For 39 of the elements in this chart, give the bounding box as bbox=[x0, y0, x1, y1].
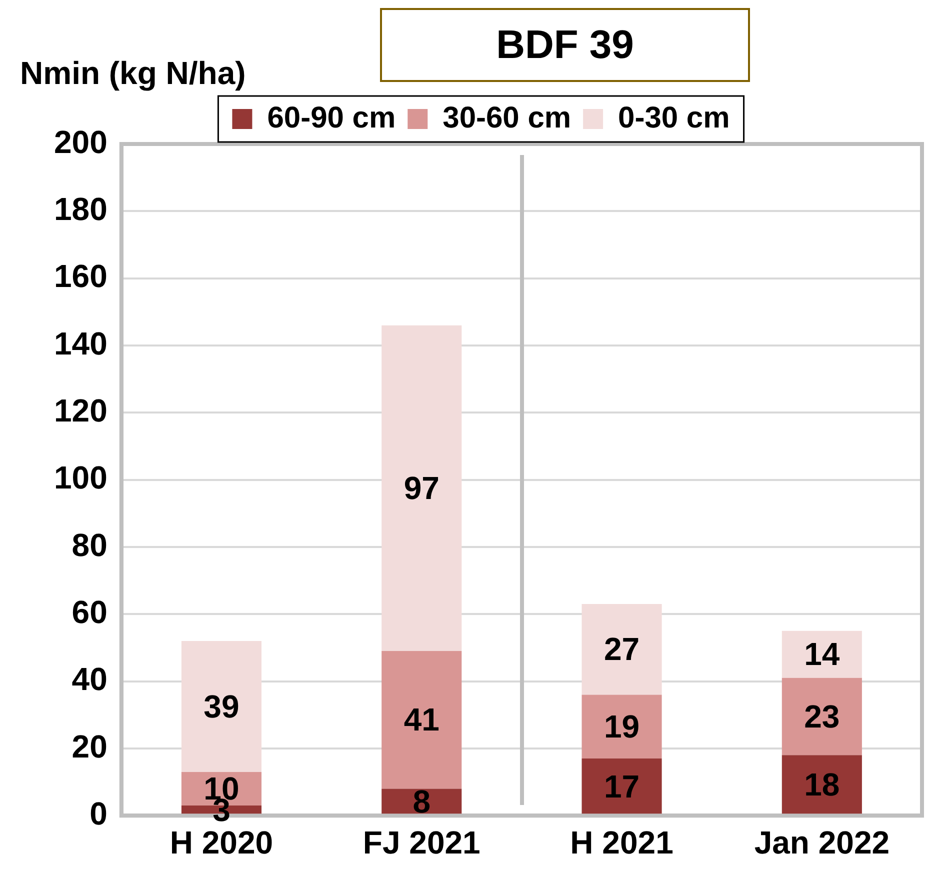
y-tick-label: 120 bbox=[54, 392, 108, 428]
bar bbox=[782, 755, 862, 815]
y-tick-label: 80 bbox=[72, 526, 108, 563]
x-tick-label: H 2020 bbox=[170, 824, 274, 861]
bar bbox=[382, 651, 462, 789]
x-tick-label: Jan 2022 bbox=[754, 824, 890, 861]
y-tick-label: 40 bbox=[72, 661, 108, 698]
data-label: 97 bbox=[404, 470, 440, 506]
x-tick-label: FJ 2021 bbox=[362, 824, 480, 861]
data-label: 27 bbox=[604, 631, 640, 668]
data-label: 18 bbox=[804, 766, 840, 803]
legend-label: 30-60 cm bbox=[442, 101, 572, 134]
data-label: 14 bbox=[804, 636, 840, 672]
y-tick-label: 160 bbox=[54, 258, 108, 294]
legend-label: 0-30 cm bbox=[618, 101, 730, 134]
bar bbox=[582, 758, 662, 815]
x-tick-label: H 2021 bbox=[570, 824, 674, 861]
y-axis-title: Nmin (kg N/ha) bbox=[20, 55, 246, 92]
y-tick-label: 180 bbox=[54, 190, 108, 227]
y-tick-label: 200 bbox=[54, 124, 108, 160]
data-label: 17 bbox=[604, 768, 640, 804]
bar bbox=[382, 325, 462, 652]
y-tick-label: 100 bbox=[54, 460, 108, 496]
data-label: 39 bbox=[204, 688, 240, 724]
data-label: 8 bbox=[412, 783, 431, 820]
y-tick-label: 60 bbox=[72, 594, 108, 630]
bar bbox=[181, 640, 262, 772]
legend-label: 60-90 cm bbox=[267, 101, 396, 134]
bar bbox=[582, 694, 662, 759]
data-label: 19 bbox=[604, 708, 640, 744]
y-tick-label: 20 bbox=[72, 728, 108, 764]
bar bbox=[782, 630, 862, 678]
chart-title: BDF 39 bbox=[380, 8, 750, 82]
bar bbox=[582, 604, 662, 695]
bar bbox=[782, 678, 862, 756]
data-label: 23 bbox=[804, 698, 840, 734]
data-label: 41 bbox=[404, 702, 440, 738]
y-tick-label: 0 bbox=[90, 795, 108, 832]
y-tick-label: 140 bbox=[54, 325, 108, 362]
